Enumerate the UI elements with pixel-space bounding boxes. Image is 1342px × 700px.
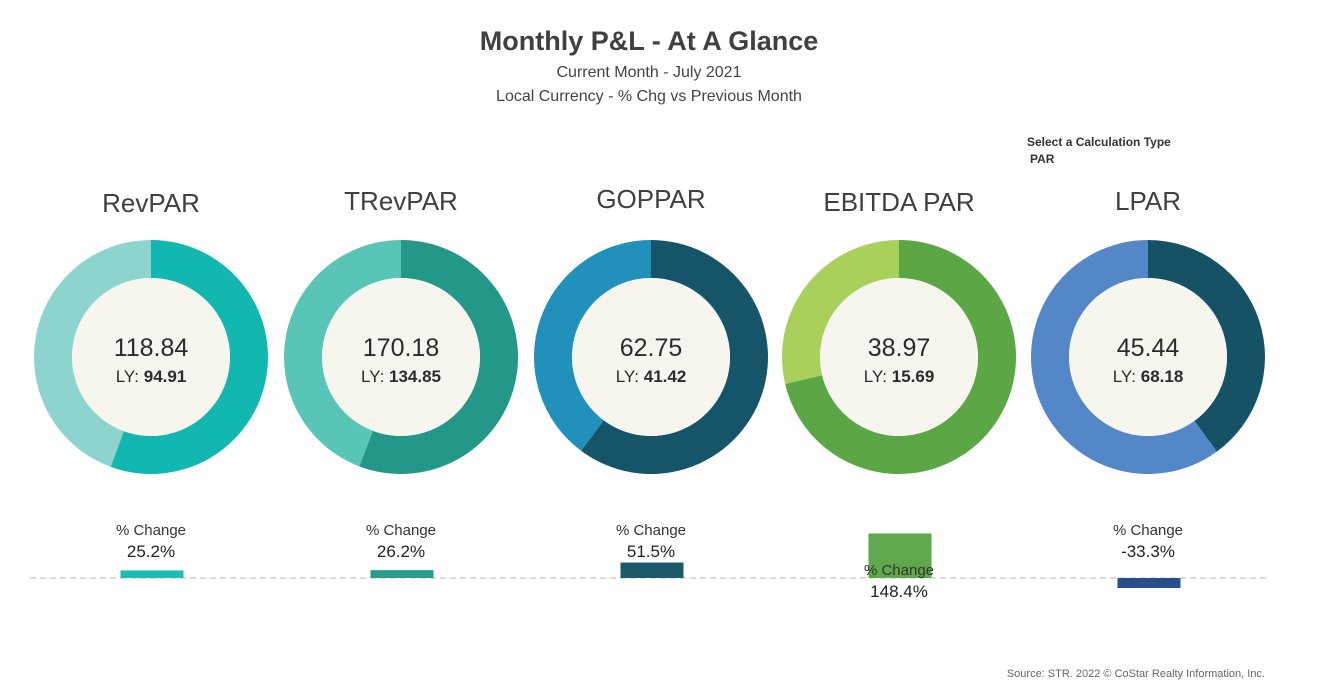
donut-center-lpar: [1069, 278, 1227, 436]
change-caption-ebitda-par: % Change: [864, 562, 934, 579]
change-caption-trevpar: % Change: [366, 522, 436, 539]
change-bar-lpar: [1117, 578, 1181, 588]
donut-center-goppar: [572, 278, 730, 436]
change-bar-goppar: [620, 562, 684, 578]
current-value-lpar: 45.44: [1117, 334, 1180, 362]
donut-center-ebitda-par: [820, 278, 978, 436]
change-value-revpar: 25.2%: [127, 542, 175, 561]
donut-center-revpar: [72, 278, 230, 436]
donut-current-segment-lpar: [1148, 240, 1265, 452]
source-note: Source: STR. 2022 © CoStar Realty Inform…: [1006, 668, 1265, 680]
calculation-type-label: Select a Calculation Type: [1027, 135, 1171, 149]
change-caption-revpar: % Change: [116, 522, 186, 539]
change-value-lpar: -33.3%: [1121, 542, 1175, 561]
change-value-goppar: 51.5%: [627, 542, 675, 561]
ly-value-ebitda-par: LY: 15.69: [864, 367, 935, 386]
current-value-ebitda-par: 38.97: [868, 334, 931, 362]
ly-value-revpar: LY: 94.91: [116, 367, 187, 386]
donut-ly-segment-trevpar: [283, 240, 401, 467]
metric-title-revpar: RevPAR: [102, 188, 200, 218]
change-caption-goppar: % Change: [616, 522, 686, 539]
change-value-trevpar: 26.2%: [377, 542, 425, 561]
change-bar-revpar: [120, 570, 184, 578]
current-value-trevpar: 170.18: [363, 334, 439, 362]
change-value-ebitda-par: 148.4%: [870, 582, 928, 601]
page-subtitle-month: Current Month - July 2021: [556, 64, 742, 81]
donut-ly-segment-lpar: [1031, 240, 1217, 475]
change-bar-trevpar: [370, 570, 434, 578]
metric-title-ebitda-par: EBITDA PAR: [823, 187, 974, 217]
metric-title-lpar: LPAR: [1115, 186, 1181, 216]
ly-value-lpar: LY: 68.18: [1113, 367, 1184, 386]
change-caption-lpar: % Change: [1113, 522, 1183, 539]
donut-current-segment-trevpar: [359, 240, 519, 475]
calculation-type-selector[interactable]: Select a Calculation Type PAR: [1027, 134, 1171, 168]
donut-current-segment-goppar: [581, 240, 769, 474]
change-bar-ebitda-par: [868, 533, 932, 578]
page-subtitle-currency: Local Currency - % Chg vs Previous Month: [496, 88, 802, 105]
metric-title-trevpar: TRevPAR: [344, 186, 458, 216]
ly-value-trevpar: LY: 134.85: [361, 367, 441, 386]
metrics-chart: RevPAR 118.84 LY: 94.91 % Change 25.2% TRevPA…: [30, 184, 1270, 601]
current-value-goppar: 62.75: [620, 334, 683, 362]
ly-value-goppar: LY: 41.42: [616, 367, 687, 386]
donut-current-segment-revpar: [110, 240, 269, 475]
donut-current-segment-ebitda-par: [785, 240, 1016, 475]
metric-title-goppar: GOPPAR: [596, 184, 705, 214]
calculation-type-value[interactable]: PAR: [1030, 152, 1055, 166]
donut-center-trevpar: [322, 278, 480, 436]
donut-ly-segment-goppar: [534, 240, 651, 451]
donut-ly-segment-ebitda-par: [782, 240, 899, 384]
current-value-revpar: 118.84: [114, 334, 189, 362]
donut-ly-segment-revpar: [34, 240, 151, 467]
page-title: Monthly P&L - At A Glance: [479, 26, 819, 56]
